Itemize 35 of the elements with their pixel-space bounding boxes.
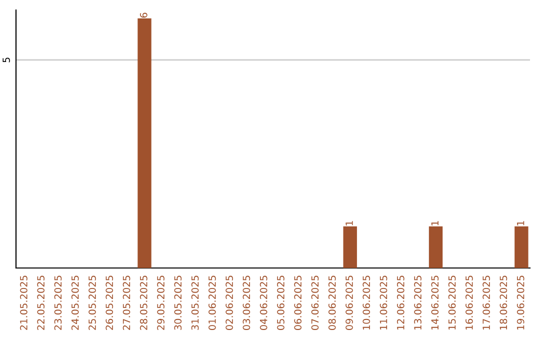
- x-tick-label: 07.06.2025: [311, 276, 319, 330]
- x-tick-label: 02.06.2025: [226, 276, 233, 330]
- x-tick-label: 29.05.2025: [157, 276, 164, 330]
- x-tick-label: 19.06.2025: [516, 276, 524, 330]
- x-tick-label: 10.06.2025: [362, 276, 370, 330]
- x-tick-label: 14.06.2025: [431, 276, 439, 330]
- x-tick-label: 05.06.2025: [277, 276, 284, 330]
- x-tick-label: 30.05.2025: [174, 276, 182, 330]
- x-tick-label: 13.06.2025: [414, 276, 422, 330]
- data-label: 6: [140, 12, 148, 18]
- x-tick-label: 11.06.2025: [380, 276, 388, 330]
- x-tick-label: 27.05.2025: [122, 276, 130, 330]
- x-tick-label: 25.05.2025: [88, 276, 96, 330]
- x-tick-label: 06.06.2025: [294, 276, 302, 330]
- x-tick-label: 21.05.2025: [20, 276, 28, 330]
- y-tick-label: 5: [2, 58, 10, 62]
- x-tick-label: 23.05.2025: [54, 276, 62, 330]
- x-tick-label: 08.06.2025: [328, 276, 336, 330]
- x-tick-label: 01.06.2025: [208, 276, 216, 330]
- x-tick-label: 04.06.2025: [260, 276, 268, 330]
- x-tick-label: 31.05.2025: [191, 276, 199, 330]
- data-label: 1: [517, 221, 524, 226]
- x-tick-label: 03.06.2025: [242, 276, 250, 330]
- x-tick-label: 22.05.2025: [37, 276, 45, 330]
- x-tick-label: 28.05.2025: [140, 276, 148, 330]
- data-label: 1: [431, 221, 438, 226]
- data-label: 1: [346, 221, 353, 226]
- x-tick-label: 15.06.2025: [448, 276, 456, 330]
- x-tick-label: 18.06.2025: [500, 276, 508, 330]
- x-tick-label: 17.06.2025: [482, 276, 490, 330]
- x-tick-label: 12.06.2025: [396, 276, 404, 330]
- x-tick-label: 24.05.2025: [71, 276, 79, 330]
- x-tick-label: 26.05.2025: [106, 276, 114, 330]
- x-tick-label: 16.06.2025: [466, 276, 473, 330]
- x-tick-label: 09.06.2025: [346, 276, 353, 330]
